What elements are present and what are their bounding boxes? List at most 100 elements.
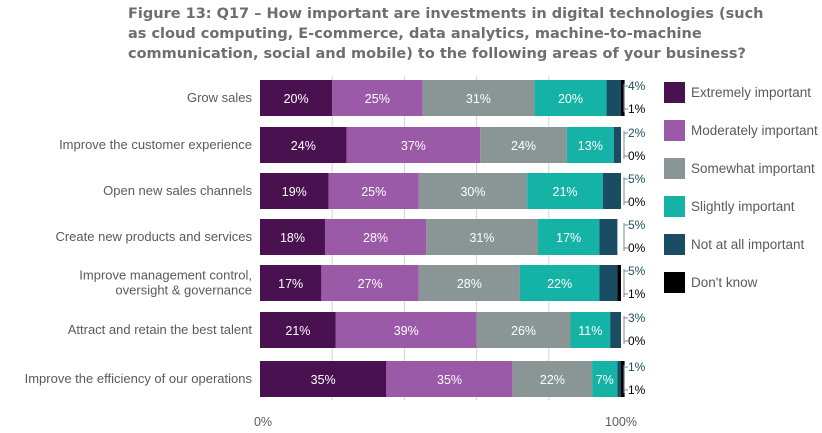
legend-swatch — [664, 82, 685, 103]
bar-segment — [260, 361, 387, 397]
data-label: 19% — [282, 185, 307, 199]
data-label: 22% — [547, 277, 572, 291]
data-label: 0% — [628, 195, 646, 209]
bar-segment — [324, 219, 427, 255]
bar-segment — [537, 219, 600, 255]
x-tick-label: 100% — [605, 415, 637, 429]
data-label: 2% — [628, 126, 646, 140]
data-label: 22% — [540, 373, 565, 387]
bar-segment — [519, 265, 600, 301]
data-label: 3% — [628, 311, 646, 325]
bar-segment — [617, 265, 621, 301]
bar-segment — [606, 80, 621, 116]
legend-label: Moderately important — [691, 123, 818, 138]
bar-segment — [335, 312, 477, 348]
bar-segment — [610, 312, 621, 348]
x-tick-label: 0% — [254, 415, 272, 429]
data-label: 39% — [394, 324, 419, 338]
data-label: 1% — [628, 360, 646, 374]
data-label: 11% — [578, 324, 602, 338]
data-label: 5% — [628, 172, 646, 186]
data-label: 26% — [511, 324, 536, 338]
data-label: 25% — [365, 92, 390, 106]
bar-segment — [321, 265, 419, 301]
legend-swatch — [664, 158, 685, 179]
legend-label: Slightly important — [691, 199, 795, 214]
data-label: 24% — [511, 139, 536, 153]
bar-segment — [617, 361, 621, 397]
data-label: 37% — [401, 139, 426, 153]
bar-segment — [602, 173, 621, 209]
bar-segment — [512, 361, 593, 397]
data-label: 21% — [285, 324, 310, 338]
bar-segment — [527, 173, 603, 209]
legend-label: Don't know — [691, 275, 758, 290]
data-label: 28% — [363, 231, 388, 245]
data-label: 31% — [466, 92, 491, 106]
bar-segment — [332, 80, 423, 116]
data-label: 5% — [628, 264, 646, 278]
legend-label: Somewhat important — [691, 161, 815, 176]
bar-segment — [260, 312, 336, 348]
data-label: 20% — [284, 92, 309, 106]
bar-segment — [260, 80, 333, 116]
bar-segment — [260, 219, 325, 255]
data-label: 17% — [556, 231, 581, 245]
data-label: 1% — [628, 102, 646, 116]
category-label: Improve the customer experience — [59, 137, 252, 152]
data-label: 31% — [469, 231, 494, 245]
legend-swatch — [664, 272, 685, 293]
bar-segment — [570, 312, 611, 348]
data-label: 28% — [457, 277, 482, 291]
bar-segment — [422, 80, 535, 116]
data-label: 25% — [361, 185, 386, 199]
bar-segment — [476, 312, 571, 348]
legend-swatch — [664, 120, 685, 141]
bar-segment — [260, 173, 329, 209]
legend-label: Not at all important — [691, 237, 805, 252]
data-label: 30% — [460, 185, 485, 199]
category-labels: Grow sales Improve the customer experienc… — [25, 90, 253, 386]
data-label: 13% — [578, 139, 603, 153]
data-label: 4% — [628, 79, 646, 93]
data-label: 0% — [628, 334, 646, 348]
bar-segment — [480, 127, 567, 163]
data-label: 0% — [628, 149, 646, 163]
bar-segment — [534, 80, 607, 116]
bar-segment — [599, 265, 618, 301]
bar-segment — [621, 80, 625, 116]
category-label: Improve the efficiency of our operations — [25, 371, 253, 386]
data-label: 35% — [311, 373, 336, 387]
category-label: Open new sales channels — [103, 183, 252, 198]
data-label: 27% — [358, 277, 383, 291]
bar-segment — [566, 127, 614, 163]
bar-segment — [418, 173, 528, 209]
data-label: 7% — [596, 373, 614, 387]
data-label: 5% — [628, 218, 646, 232]
bar-segment — [328, 173, 419, 209]
bar-segment — [621, 361, 625, 397]
data-label: 1% — [628, 383, 646, 397]
bar-segment — [592, 361, 618, 397]
bar-segment — [260, 127, 347, 163]
bar-segment — [418, 265, 520, 301]
bar-segment — [426, 219, 538, 255]
bar-segment — [599, 219, 618, 255]
bar-group: 20% 25% 31% 20% 4% 1% 24% 37% 24% 13% 2% 0% 19% 25% 30… — [260, 79, 646, 397]
legend: Extremely important Moderately important S… — [664, 82, 818, 293]
data-label: 0% — [628, 241, 646, 255]
data-label: 35% — [437, 373, 462, 387]
bar-segment — [613, 127, 621, 163]
category-label: Grow sales — [187, 90, 253, 105]
data-label: 18% — [280, 231, 305, 245]
data-label: 20% — [558, 92, 583, 106]
legend-swatch — [664, 196, 685, 217]
bar-segment — [386, 361, 513, 397]
x-axis: 0% 100% — [254, 415, 637, 429]
legend-swatch — [664, 234, 685, 255]
bar-segment — [260, 265, 322, 301]
category-label: Attract and retain the best talent — [68, 322, 253, 337]
bar-segment — [346, 127, 481, 163]
legend-label: Extremely important — [691, 85, 811, 100]
